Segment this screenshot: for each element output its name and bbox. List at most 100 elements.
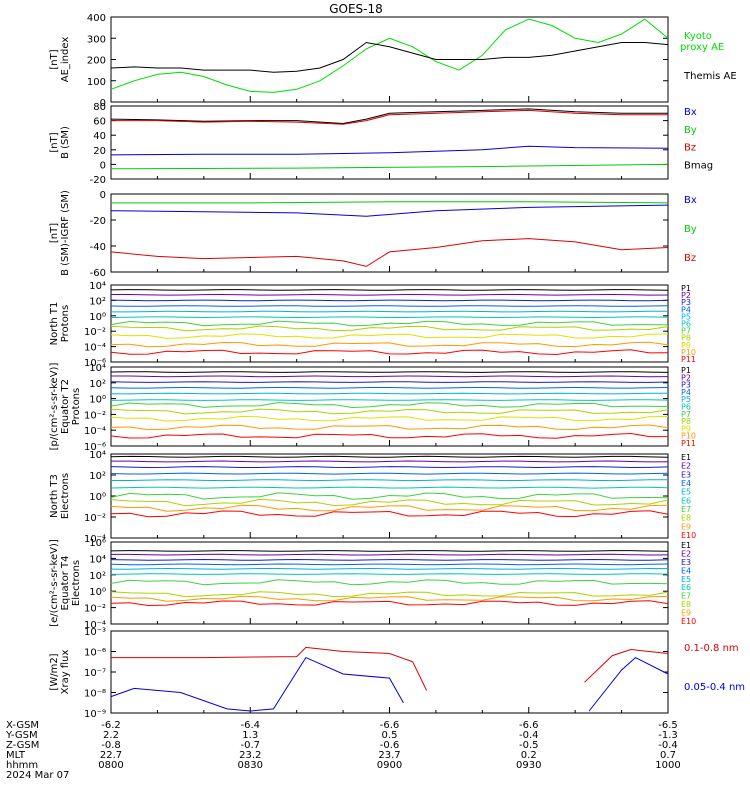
ephem-label: Z-GSM <box>6 740 39 751</box>
ytick-label: 10⁴ <box>89 554 106 565</box>
ytick-label: 300 <box>87 34 106 45</box>
channel-E4 <box>110 563 669 566</box>
channel-P5 <box>110 392 668 395</box>
ylabel-ae: AE_index <box>60 37 71 83</box>
ylabel-xray: Xray flux <box>60 650 71 695</box>
ephem-label: MLT <box>6 750 26 761</box>
legend-E8: E8 <box>681 600 691 609</box>
series-By <box>111 201 669 204</box>
channel-E5 <box>110 567 669 570</box>
ephem-value: 1.3 <box>242 730 258 741</box>
channel-E10 <box>110 600 669 607</box>
ytick-label: 10² <box>89 296 106 307</box>
legend-E2: E2 <box>681 549 691 558</box>
legend-P1: P1 <box>681 284 691 293</box>
legend-E4: E4 <box>681 566 691 575</box>
ylabel-pn: Protons <box>60 305 71 342</box>
legend-item: proxy AE <box>680 42 724 53</box>
channel-E7 <box>110 492 669 500</box>
ephem-value: 2.2 <box>103 730 119 741</box>
ytick-label: 10⁰ <box>89 395 106 406</box>
legend-E6: E6 <box>681 583 691 592</box>
ephem-label: Y-GSM <box>5 730 38 741</box>
channel-E6 <box>110 486 669 489</box>
series-Bmag <box>110 108 668 125</box>
ytick-label: 10⁴ <box>89 281 106 292</box>
channel-P10 <box>110 424 669 431</box>
legend-P4: P4 <box>681 388 691 397</box>
channel-E9 <box>110 504 669 512</box>
legend-E5: E5 <box>681 488 691 497</box>
ytick-label: 100 <box>87 77 106 88</box>
ephem-value: -0.5 <box>519 740 539 751</box>
channel-E2 <box>111 553 669 556</box>
ylabel-xray: [W/m2] <box>49 653 60 690</box>
legend-E4: E4 <box>681 479 691 488</box>
legend-P7: P7 <box>681 410 691 419</box>
channel-E7 <box>110 579 669 586</box>
channel-P11 <box>110 432 668 439</box>
legend-item: Bz <box>684 253 696 264</box>
ephem-value: 0.7 <box>660 750 676 761</box>
channel-P6 <box>110 399 669 401</box>
ephem-value: 0.2 <box>521 750 537 761</box>
channel-E3 <box>110 558 669 561</box>
channel-P7 <box>110 320 669 327</box>
ephem-label: X-GSM <box>6 720 39 731</box>
legend-P4: P4 <box>681 305 691 314</box>
series-Bz <box>111 109 668 125</box>
panel-frame-pe <box>110 366 669 447</box>
channel-P6 <box>110 316 669 319</box>
channel-P9 <box>110 333 669 339</box>
channel-E9 <box>110 595 669 602</box>
ephem-value: -0.4 <box>658 740 678 751</box>
legend-item: Bx <box>684 107 697 118</box>
channel-P1 <box>110 371 669 373</box>
channel-P8 <box>110 325 669 332</box>
series-By <box>110 163 669 170</box>
channel-E8 <box>110 591 669 598</box>
ephem-value: 0.5 <box>382 730 398 741</box>
xray-short-2 <box>588 657 669 712</box>
ylabel-bigrf: B (SM)-IGRF (SM) <box>60 190 71 276</box>
ytick-label: 10⁻⁴ <box>84 426 106 437</box>
channel-P9 <box>110 415 669 422</box>
channel-E2 <box>111 460 669 463</box>
ytick-label: 10⁻⁶ <box>84 358 106 369</box>
channel-P2 <box>111 293 669 296</box>
legend-P5: P5 <box>681 395 691 404</box>
channel-E3 <box>110 466 669 469</box>
ytick-label: 10² <box>89 471 106 482</box>
ytick-label: 10⁻⁴ <box>84 343 106 354</box>
channel-P4 <box>110 386 669 389</box>
legend-E3: E3 <box>681 470 691 479</box>
ylabel-en: Electrons <box>60 473 71 519</box>
ytick-label: 200 <box>87 56 106 67</box>
ytick-label: 10⁻² <box>84 410 106 421</box>
ytick-label: 10⁻⁴ <box>84 620 106 631</box>
channel-P8 <box>110 408 669 415</box>
legend-E10: E10 <box>681 531 696 540</box>
panel-frame-bigrf <box>110 193 669 273</box>
ephem-value: 23.7 <box>378 750 400 761</box>
ylabel-pe: [p/(cm²-s-sr-keV)] <box>49 363 60 451</box>
xray-short-1 <box>110 656 404 712</box>
ytick-label: 10⁻⁴ <box>84 534 106 545</box>
ytick-label: 10² <box>89 379 106 390</box>
ytick-label: -60 <box>90 268 106 279</box>
legend-P1: P1 <box>681 366 691 375</box>
ytick-label: 10⁻² <box>84 327 106 338</box>
ylabel-ae: [nT] <box>49 49 60 69</box>
panel-frame-ae <box>110 16 669 103</box>
panel-xray: 10⁻³ 10⁻⁶ 10⁻⁷ 10⁻⁸ 10⁻⁹ Xray flux[W/m2] 0.1-0… <box>49 627 745 720</box>
legend-P7: P7 <box>681 327 691 336</box>
legend-P5: P5 <box>681 312 691 321</box>
channel-P3 <box>110 381 669 383</box>
legend-P11: P11 <box>681 439 696 448</box>
ytick-label: 10² <box>89 571 106 582</box>
ylabel-pn: North T1 <box>49 302 60 346</box>
legend-P10: P10 <box>681 348 696 357</box>
